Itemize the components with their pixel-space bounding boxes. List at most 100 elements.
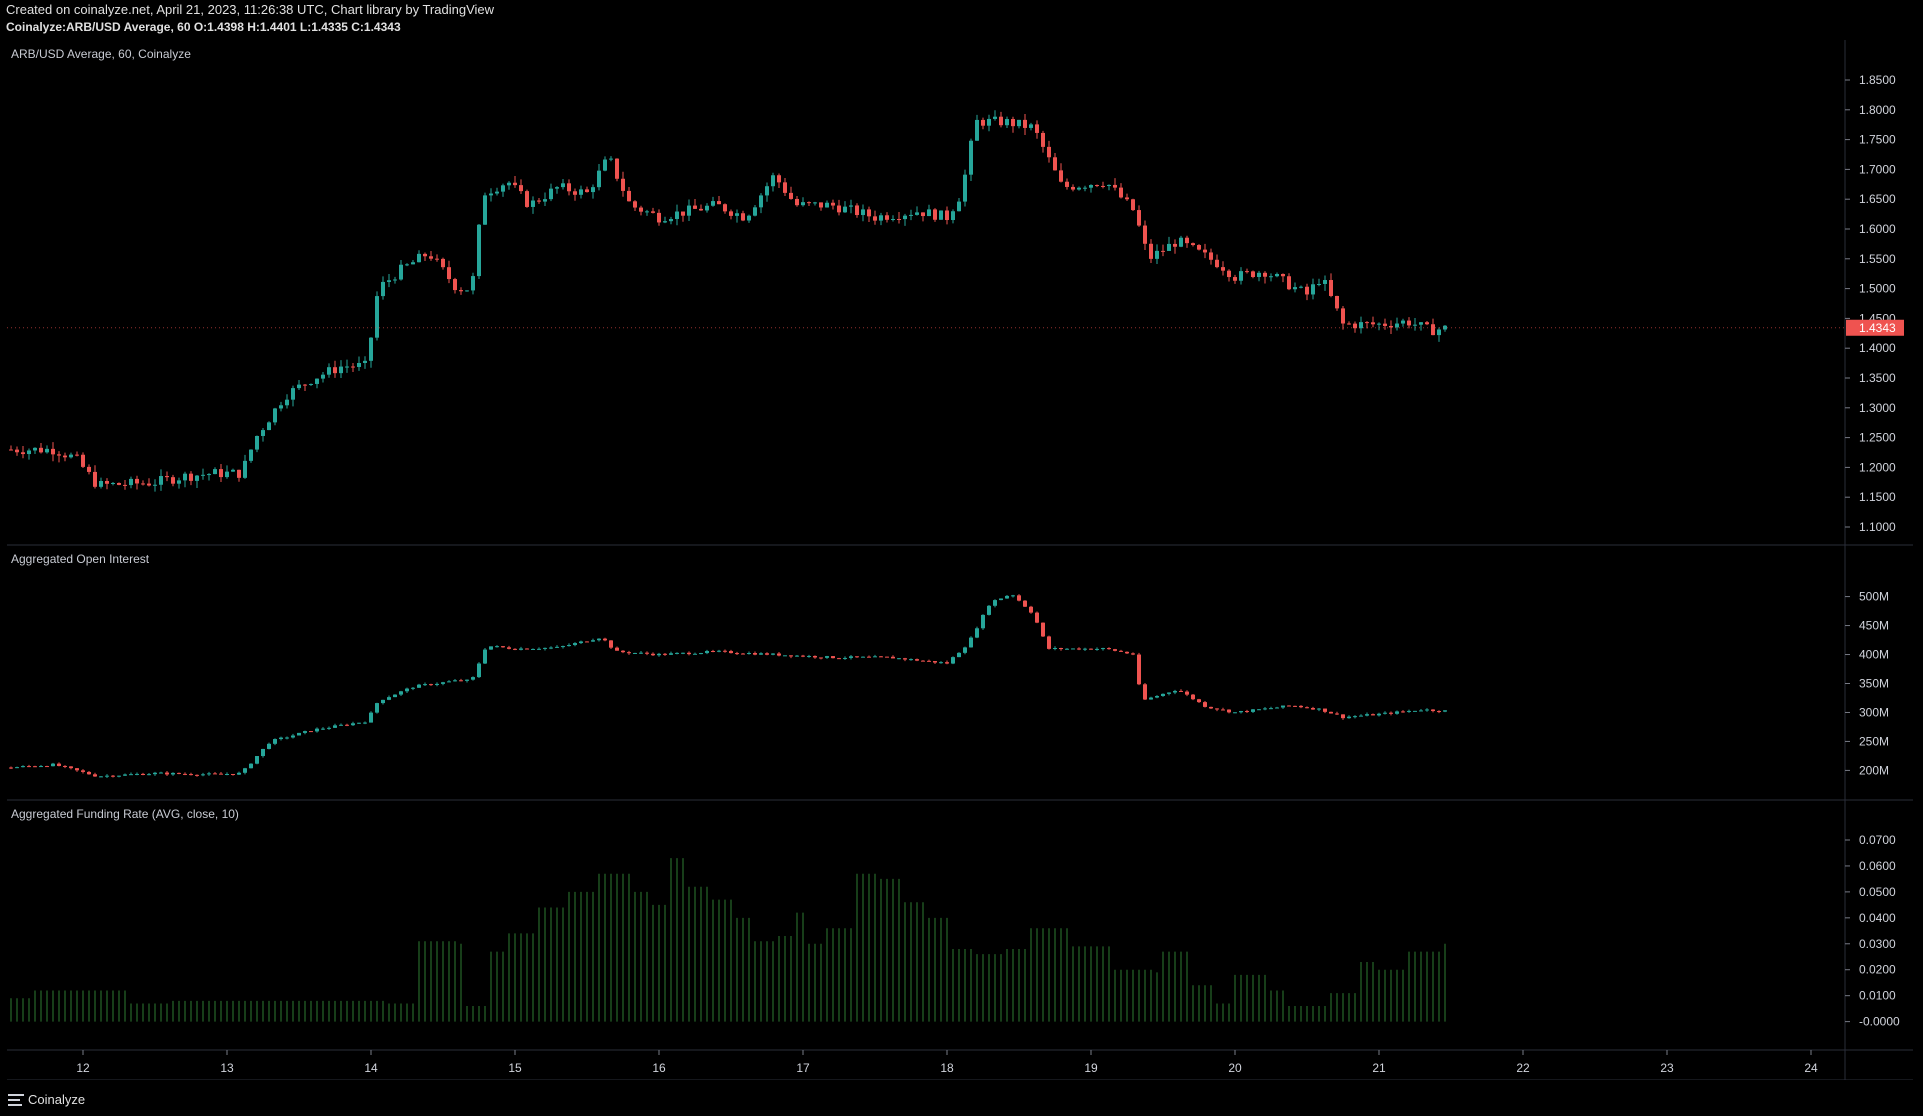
y-tick-label: 500M: [1859, 590, 1889, 604]
last-price-label: 1.4343: [1859, 321, 1896, 335]
y-tick-label: 1.5500: [1859, 252, 1896, 266]
price-candle: [225, 471, 229, 478]
price-candle: [357, 362, 361, 367]
price-candle: [1089, 185, 1093, 188]
price-candle: [681, 211, 685, 216]
price-candle: [453, 279, 457, 291]
price-candle: [1149, 243, 1153, 259]
oi-candle: [999, 598, 1003, 601]
x-tick-label: 16: [652, 1061, 666, 1075]
oi-candle: [711, 650, 715, 652]
y-tick-label: 1.6500: [1859, 192, 1896, 206]
y-tick-label: 0.0700: [1859, 833, 1896, 847]
price-candle: [1023, 119, 1027, 128]
price-candle: [183, 473, 187, 481]
oi-candle: [261, 748, 265, 757]
price-candle: [543, 199, 547, 202]
oi-candle: [459, 680, 463, 682]
oi-candle: [1275, 707, 1279, 709]
price-candle: [1341, 308, 1345, 324]
oi-candle: [1239, 711, 1243, 713]
price-candle: [315, 378, 319, 384]
price-candle: [303, 384, 307, 386]
price-candle: [201, 474, 205, 476]
oi-candle: [1149, 697, 1153, 700]
y-tick-label: 1.4000: [1859, 341, 1896, 355]
price-candle: [903, 215, 907, 220]
price-candle: [363, 360, 367, 363]
price-candle: [1035, 124, 1039, 133]
oi-candle: [951, 657, 955, 664]
price-candle: [459, 290, 463, 292]
chart-background: [7, 40, 1913, 1080]
price-candle: [1119, 187, 1123, 198]
oi-candle: [1257, 709, 1261, 711]
y-tick-label: 1.3500: [1859, 371, 1896, 385]
price-candle: [189, 473, 193, 481]
price-candle: [447, 267, 451, 280]
y-tick-label: 350M: [1859, 677, 1889, 691]
price-candle: [1197, 245, 1201, 250]
y-tick-label: 1.7000: [1859, 162, 1896, 176]
price-candle: [117, 482, 121, 485]
price-candle: [1329, 280, 1333, 296]
oi-candle: [399, 691, 403, 695]
oi-candle: [513, 648, 517, 650]
oi-candle: [1329, 711, 1333, 714]
price-candle: [501, 185, 505, 192]
oi-candle: [537, 648, 541, 650]
oi-candle: [315, 728, 319, 732]
price-candle: [1053, 157, 1057, 171]
oi-candle: [609, 640, 613, 648]
price-candle: [483, 195, 487, 225]
y-tick-label: 1.8500: [1859, 73, 1896, 87]
oi-candle: [849, 656, 853, 658]
oi-candle: [705, 650, 709, 654]
price-candle: [825, 202, 829, 208]
price-candle: [69, 454, 73, 458]
price-candle: [1323, 280, 1327, 284]
price-candle: [645, 211, 649, 213]
oi-candle: [447, 681, 451, 683]
oi-candle: [789, 655, 793, 657]
oi-candle: [345, 724, 349, 726]
y-tick-label: 0.0100: [1859, 989, 1896, 1003]
price-candle: [1317, 283, 1321, 285]
menu-icon[interactable]: [8, 1094, 24, 1106]
price-candle: [57, 454, 61, 456]
price-candle: [1299, 286, 1303, 288]
x-tick-label: 15: [508, 1061, 522, 1075]
last-price-badge: [1846, 319, 1904, 336]
price-candle: [171, 477, 175, 484]
chart-svg[interactable]: ARB/USD Average, 60, Coinalyze 1.8500 1.80…: [7, 40, 1913, 1081]
oi-candle: [369, 712, 373, 723]
price-candle: [921, 212, 925, 217]
oi-candle: [87, 771, 91, 775]
price-candle: [555, 187, 559, 189]
price-candle: [591, 187, 595, 193]
oi-candle: [363, 722, 367, 724]
oi-candle: [567, 645, 571, 647]
price-candle: [879, 215, 883, 221]
price-candle: [1191, 243, 1195, 246]
price-candle: [1437, 329, 1441, 336]
oi-candle: [1383, 712, 1387, 714]
price-candle: [567, 183, 571, 192]
price-candle: [639, 207, 643, 212]
oi-candle: [171, 772, 175, 775]
oi-candle: [387, 697, 391, 700]
price-candle: [1365, 322, 1369, 324]
oi-candle: [687, 652, 691, 655]
price-candle: [219, 469, 223, 478]
oi-candle: [405, 688, 409, 692]
price-candle: [111, 482, 115, 484]
price-candle: [261, 430, 265, 436]
oi-candle: [813, 655, 817, 658]
oi-candle: [1017, 595, 1021, 601]
x-tick-label: 13: [220, 1061, 234, 1075]
price-candle: [495, 191, 499, 194]
oi-candle: [903, 658, 907, 660]
oi-candle: [1071, 648, 1075, 650]
price-candle: [165, 476, 169, 478]
chart-area[interactable]: ARB/USD Average, 60, Coinalyze 1.8500 1.80…: [7, 40, 1913, 1081]
